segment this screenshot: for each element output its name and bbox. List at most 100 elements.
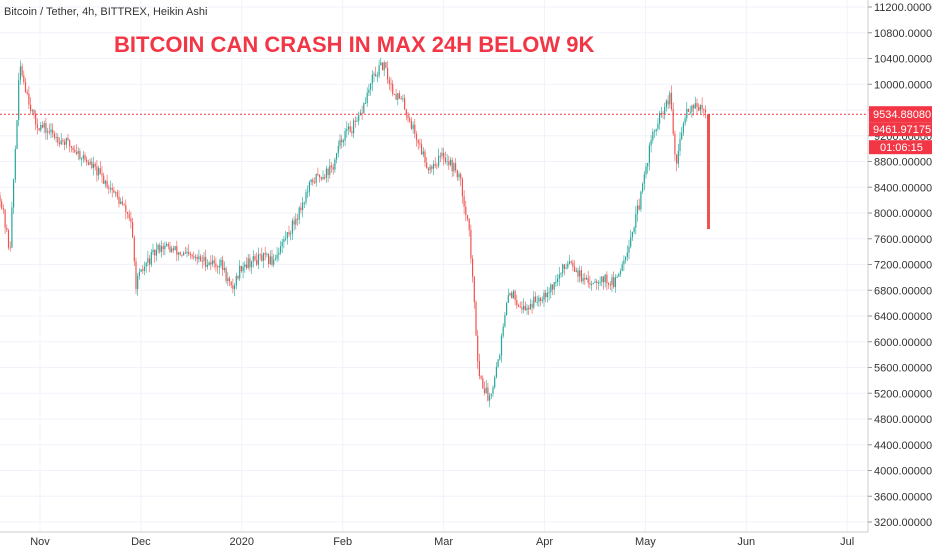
candle-body bbox=[319, 174, 321, 178]
candle-body bbox=[217, 266, 219, 268]
candle-body bbox=[677, 151, 679, 164]
candle-body bbox=[351, 131, 353, 134]
candle-body bbox=[662, 113, 664, 115]
candle-body bbox=[694, 103, 696, 109]
candle-body bbox=[9, 247, 11, 249]
candle-body bbox=[509, 292, 511, 296]
candle-body bbox=[262, 253, 265, 261]
price-tick-label: 5200.00000 bbox=[874, 388, 932, 400]
candle-body bbox=[268, 254, 270, 264]
candle-body bbox=[91, 161, 93, 168]
candle-body bbox=[347, 126, 350, 130]
candle-body bbox=[2, 208, 4, 210]
candle-body bbox=[489, 395, 491, 401]
candle-body bbox=[417, 139, 419, 144]
candle-body bbox=[57, 136, 59, 143]
candle-body bbox=[638, 205, 640, 210]
candle-body bbox=[642, 183, 644, 192]
candle-body bbox=[650, 140, 652, 146]
candle-body bbox=[276, 254, 278, 259]
candle-body bbox=[494, 377, 496, 388]
candle-body bbox=[363, 103, 365, 114]
candle-body bbox=[529, 304, 531, 310]
candle-body bbox=[672, 109, 674, 134]
candle-body bbox=[239, 265, 241, 279]
chart-headline: BITCOIN CAN CRASH IN MAX 24H BELOW 9K bbox=[114, 32, 594, 57]
candle-body bbox=[405, 109, 407, 116]
candle-body bbox=[645, 166, 647, 175]
candle-body bbox=[0, 195, 1, 202]
candle-body bbox=[191, 254, 193, 257]
candle-body bbox=[21, 66, 23, 76]
candle-body bbox=[517, 305, 520, 307]
candle-body bbox=[179, 252, 181, 255]
candle-body bbox=[524, 305, 526, 311]
candle-body bbox=[198, 256, 200, 260]
price-axis[interactable]: 11200.00000 10800.00000 10400.00000 10000.0… bbox=[868, 2, 932, 529]
candle-body bbox=[512, 291, 514, 299]
candle-body bbox=[245, 264, 248, 268]
time-axis[interactable]: Nov Dec 2020 Feb Mar Apr May Jun Jul bbox=[30, 536, 854, 548]
candle-body bbox=[422, 151, 424, 155]
candle-body bbox=[82, 155, 84, 159]
candle-body bbox=[87, 162, 89, 165]
candle-body bbox=[327, 168, 329, 176]
candle-body bbox=[392, 83, 394, 94]
candle-body bbox=[511, 292, 513, 299]
candle-body bbox=[519, 306, 521, 308]
candle-body bbox=[210, 262, 212, 265]
candle-body bbox=[200, 256, 202, 261]
candle-body bbox=[296, 218, 299, 220]
candle-body bbox=[251, 261, 253, 268]
candle-body bbox=[50, 129, 52, 133]
candle-body bbox=[159, 244, 161, 252]
candle-body bbox=[60, 140, 62, 145]
candle-body bbox=[89, 161, 91, 165]
candle-body bbox=[438, 155, 440, 166]
time-tick-label: Mar bbox=[434, 536, 453, 548]
candle-body bbox=[341, 139, 343, 143]
candle-body bbox=[220, 259, 222, 266]
candle-body bbox=[636, 205, 639, 214]
time-tick-label: Feb bbox=[333, 536, 352, 548]
candle-body bbox=[691, 105, 693, 112]
candle-body bbox=[393, 93, 395, 95]
candle-body bbox=[225, 268, 227, 281]
price-tick-label: 3600.00000 bbox=[874, 491, 932, 503]
candle-body bbox=[414, 124, 416, 134]
candle-body bbox=[346, 129, 348, 131]
candle-body bbox=[701, 104, 703, 109]
candle-body bbox=[633, 227, 635, 232]
candle-body bbox=[120, 201, 122, 204]
candle-body bbox=[293, 220, 295, 225]
candle-body bbox=[551, 284, 554, 290]
candle-body bbox=[412, 124, 414, 129]
candle-body bbox=[674, 133, 676, 155]
candle-body bbox=[109, 188, 112, 190]
candle-body bbox=[619, 270, 622, 275]
candle-body bbox=[201, 260, 203, 262]
candle-body bbox=[628, 246, 630, 253]
candle-body bbox=[390, 83, 392, 85]
candle-body bbox=[698, 106, 700, 111]
candle-body bbox=[660, 113, 662, 115]
candle-body bbox=[81, 158, 83, 160]
candle-body bbox=[451, 159, 453, 172]
candle-body bbox=[626, 252, 628, 258]
candle-body bbox=[664, 107, 666, 115]
candle-body bbox=[665, 100, 667, 108]
candle-body bbox=[339, 139, 341, 146]
candle-body bbox=[177, 252, 180, 255]
candle-body bbox=[315, 174, 317, 183]
candle-body bbox=[400, 98, 402, 100]
candle-body bbox=[184, 252, 186, 254]
candle-body bbox=[687, 108, 690, 112]
candle-body bbox=[162, 246, 164, 250]
candle-body bbox=[562, 264, 564, 274]
candle-body bbox=[485, 387, 487, 393]
candle-body bbox=[96, 166, 98, 176]
candle-body bbox=[421, 144, 423, 155]
candle-body bbox=[540, 297, 542, 302]
candle-body bbox=[419, 143, 421, 145]
